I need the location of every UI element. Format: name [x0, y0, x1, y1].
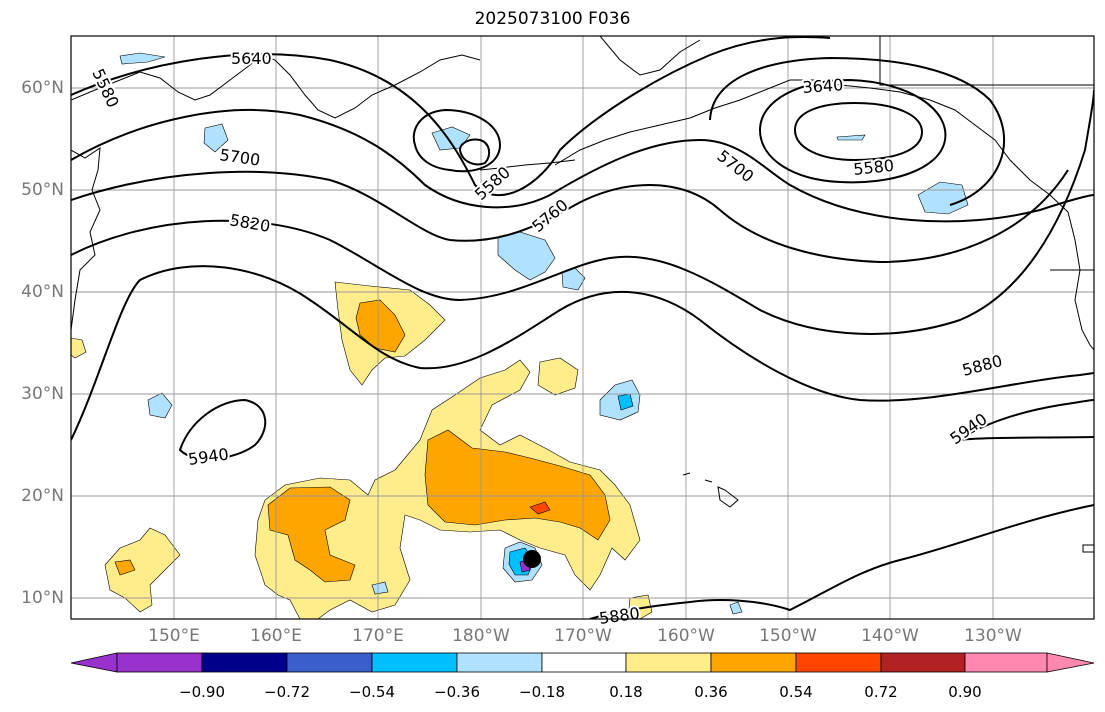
colorbar-segment [880, 652, 966, 673]
colorbar-segment [541, 652, 627, 673]
lon-tick-label: 180°W [452, 626, 510, 646]
map-frame [70, 35, 1095, 620]
positive-anomaly-region [537, 357, 579, 396]
kamchatka-coastline [71, 54, 481, 119]
contour-low-alaska-outer [709, 56, 1006, 206]
contour-label: 5940 [946, 409, 990, 448]
contour-5880 [71, 265, 1094, 441]
colorbar-tick-label: 0.90 [948, 683, 982, 701]
negative-anomaly-region [147, 392, 173, 419]
positive-anomaly-region [529, 501, 551, 515]
storm-marker-icon [523, 550, 541, 568]
colorbar-segment [286, 652, 373, 673]
hawaii-islands [682, 472, 739, 508]
contour-label: 5700 [714, 146, 758, 186]
pacific-islands [1082, 544, 1094, 553]
positive-anomaly-region [104, 527, 181, 613]
colorbar-segment [710, 652, 797, 673]
contour-5820 [71, 89, 1094, 335]
contour-label: 5880 [960, 351, 1004, 380]
colorbar-tick-label: −0.90 [179, 683, 225, 701]
negative-anomaly-region [917, 181, 969, 215]
lon-tick-label: 170°W [554, 626, 612, 646]
border-line [879, 36, 1094, 86]
contour-label: 5640 [231, 49, 272, 68]
contour-low-alaska [758, 78, 947, 184]
colorbar-segment [795, 652, 882, 673]
contour-5580 [71, 36, 831, 196]
lat-tick-label: 30°N [21, 384, 64, 404]
positive-anomaly-region [424, 429, 611, 541]
positive-anomaly-region [355, 299, 406, 353]
lon-tick-label: 160°W [657, 626, 715, 646]
negative-anomaly-region [431, 126, 471, 151]
lon-tick-label: 160°E [250, 626, 302, 646]
colorbar-tick-label: 0.18 [609, 683, 643, 701]
alaska-interior-coast [599, 36, 701, 76]
negative-anomaly-region [729, 601, 743, 615]
negative-anomaly-region [617, 393, 634, 411]
contour-label: 5580 [852, 156, 894, 179]
lon-tick-label: 150°E [148, 626, 200, 646]
lat-tick-label: 50°N [21, 180, 64, 200]
colorbar-tick-label: −0.54 [349, 683, 395, 701]
contour-5940 [178, 398, 267, 461]
contour-label: 5700 [218, 145, 261, 169]
contour-high-centre [412, 108, 502, 173]
colorbar-segment [201, 652, 288, 673]
height-contours [71, 36, 1094, 619]
contour-label: 5880 [598, 603, 641, 627]
negative-anomaly-region [497, 231, 556, 281]
lon-tick-label: 140°W [861, 626, 919, 646]
colorbar-segment [371, 652, 458, 673]
contour-5700 [71, 109, 1094, 223]
negative-anomaly-region [836, 134, 866, 141]
colorbar-extend-low [70, 652, 118, 673]
lon-tick-label: 130°W [964, 626, 1022, 646]
negative-anomaly-region [371, 581, 389, 595]
contour-label: 3640 [802, 75, 844, 97]
colorbar-segment [116, 652, 203, 673]
contour-5760 [71, 169, 1069, 264]
lat-tick-label: 40°N [21, 282, 64, 302]
colorbar-tick-label: −0.18 [519, 683, 565, 701]
lat-tick-label: 10°N [21, 588, 64, 608]
north-america-coastline [1067, 211, 1094, 351]
contour-5940-far [957, 436, 1094, 441]
lon-tick-label: 150°W [759, 626, 817, 646]
negative-anomaly-region [203, 123, 229, 153]
lat-tick-label: 60°N [21, 78, 64, 98]
colorbar-tick-label: −0.72 [264, 683, 310, 701]
contour-low-alaska-inner [793, 101, 924, 162]
contour-label: 5940 [187, 444, 230, 468]
contour-low-centre [458, 138, 491, 166]
colorbar-tick-label: −0.36 [434, 683, 480, 701]
contour-5880-south [589, 504, 1094, 619]
colorbar-segment [625, 652, 712, 673]
contour-5940-east [957, 399, 1094, 441]
positive-anomaly-region [71, 337, 87, 359]
negative-anomaly-region [119, 52, 166, 65]
colorbar [70, 652, 1095, 673]
colorbar-tick-label: 0.54 [779, 683, 813, 701]
bering-islands [479, 159, 576, 171]
gridlines [71, 36, 1094, 619]
positive-anomaly-region [267, 486, 356, 583]
colorbar-segment [456, 652, 543, 673]
positive-anomaly-region [627, 594, 653, 619]
colorbar-extend-high [1046, 652, 1095, 673]
colorbar-segment [964, 652, 1048, 673]
positive-anomaly-region [114, 559, 136, 576]
lon-tick-label: 170°E [352, 626, 404, 646]
asia-coastline [71, 147, 101, 331]
colorbar-tick-label: 0.72 [864, 683, 898, 701]
lat-tick-label: 20°N [21, 486, 64, 506]
contour-label: 5820 [228, 210, 271, 236]
page-title: 2025073100 F036 [474, 9, 631, 29]
colorbar-tick-label: 0.36 [694, 683, 728, 701]
